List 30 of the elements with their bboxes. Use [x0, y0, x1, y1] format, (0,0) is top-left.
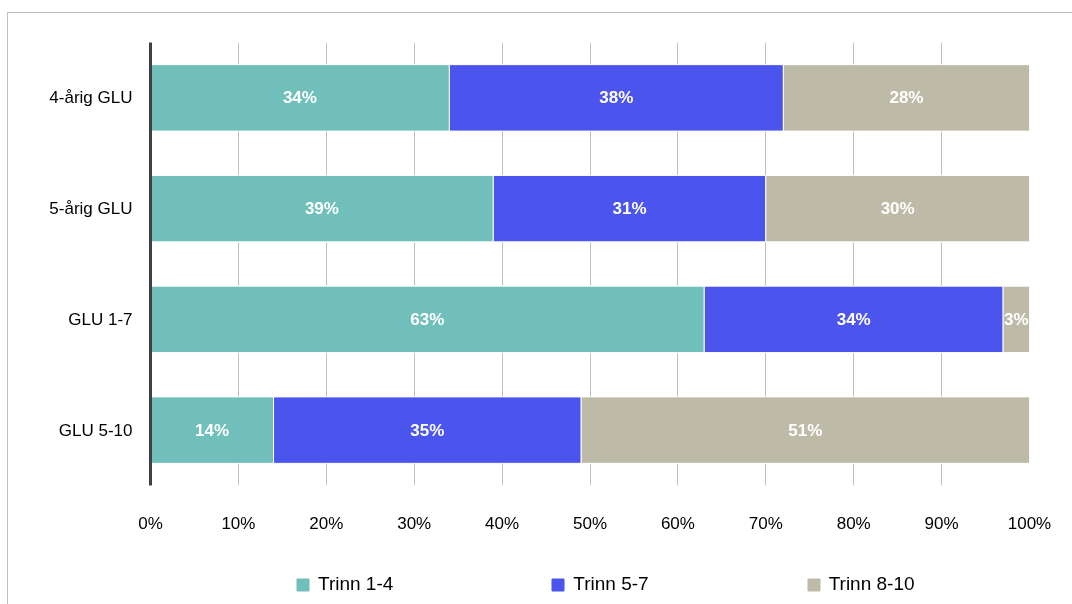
x-tick-label: 10% — [221, 513, 256, 533]
x-tick-label: 70% — [748, 513, 783, 533]
data-label: 39% — [304, 199, 339, 219]
data-label: 31% — [612, 199, 647, 219]
data-label: 35% — [410, 420, 445, 440]
x-tick-label: 100% — [1007, 513, 1052, 533]
x-tick-label: 30% — [397, 513, 432, 533]
data-label: 34% — [836, 309, 871, 329]
data-label: 28% — [889, 88, 924, 108]
y-tick-label: 4-årig GLU — [49, 88, 133, 108]
x-tick-label: 0% — [138, 513, 163, 533]
data-label: 3% — [1004, 309, 1029, 329]
x-tick-label: 80% — [836, 513, 871, 533]
y-tick-label: GLU 1-7 — [68, 309, 133, 329]
legend-label: Trinn 1-4 — [318, 573, 394, 595]
legend-label: Trinn 5-7 — [573, 573, 649, 595]
y-tick-label: 5-årig GLU — [49, 199, 133, 219]
x-tick-label: 90% — [924, 513, 959, 533]
x-tick-label: 60% — [660, 513, 695, 533]
data-label: 34% — [282, 88, 317, 108]
data-label: 38% — [599, 88, 634, 108]
legend-label: Trinn 8-10 — [828, 573, 915, 595]
x-tick-label: 40% — [485, 513, 520, 533]
data-label: 30% — [880, 199, 915, 219]
x-tick-label: 20% — [309, 513, 344, 533]
x-tick-label: 50% — [572, 513, 608, 533]
data-label: 63% — [410, 309, 445, 329]
data-label: 14% — [195, 420, 230, 440]
data-label: 51% — [788, 420, 823, 440]
y-tick-label: GLU 5-10 — [58, 420, 133, 440]
